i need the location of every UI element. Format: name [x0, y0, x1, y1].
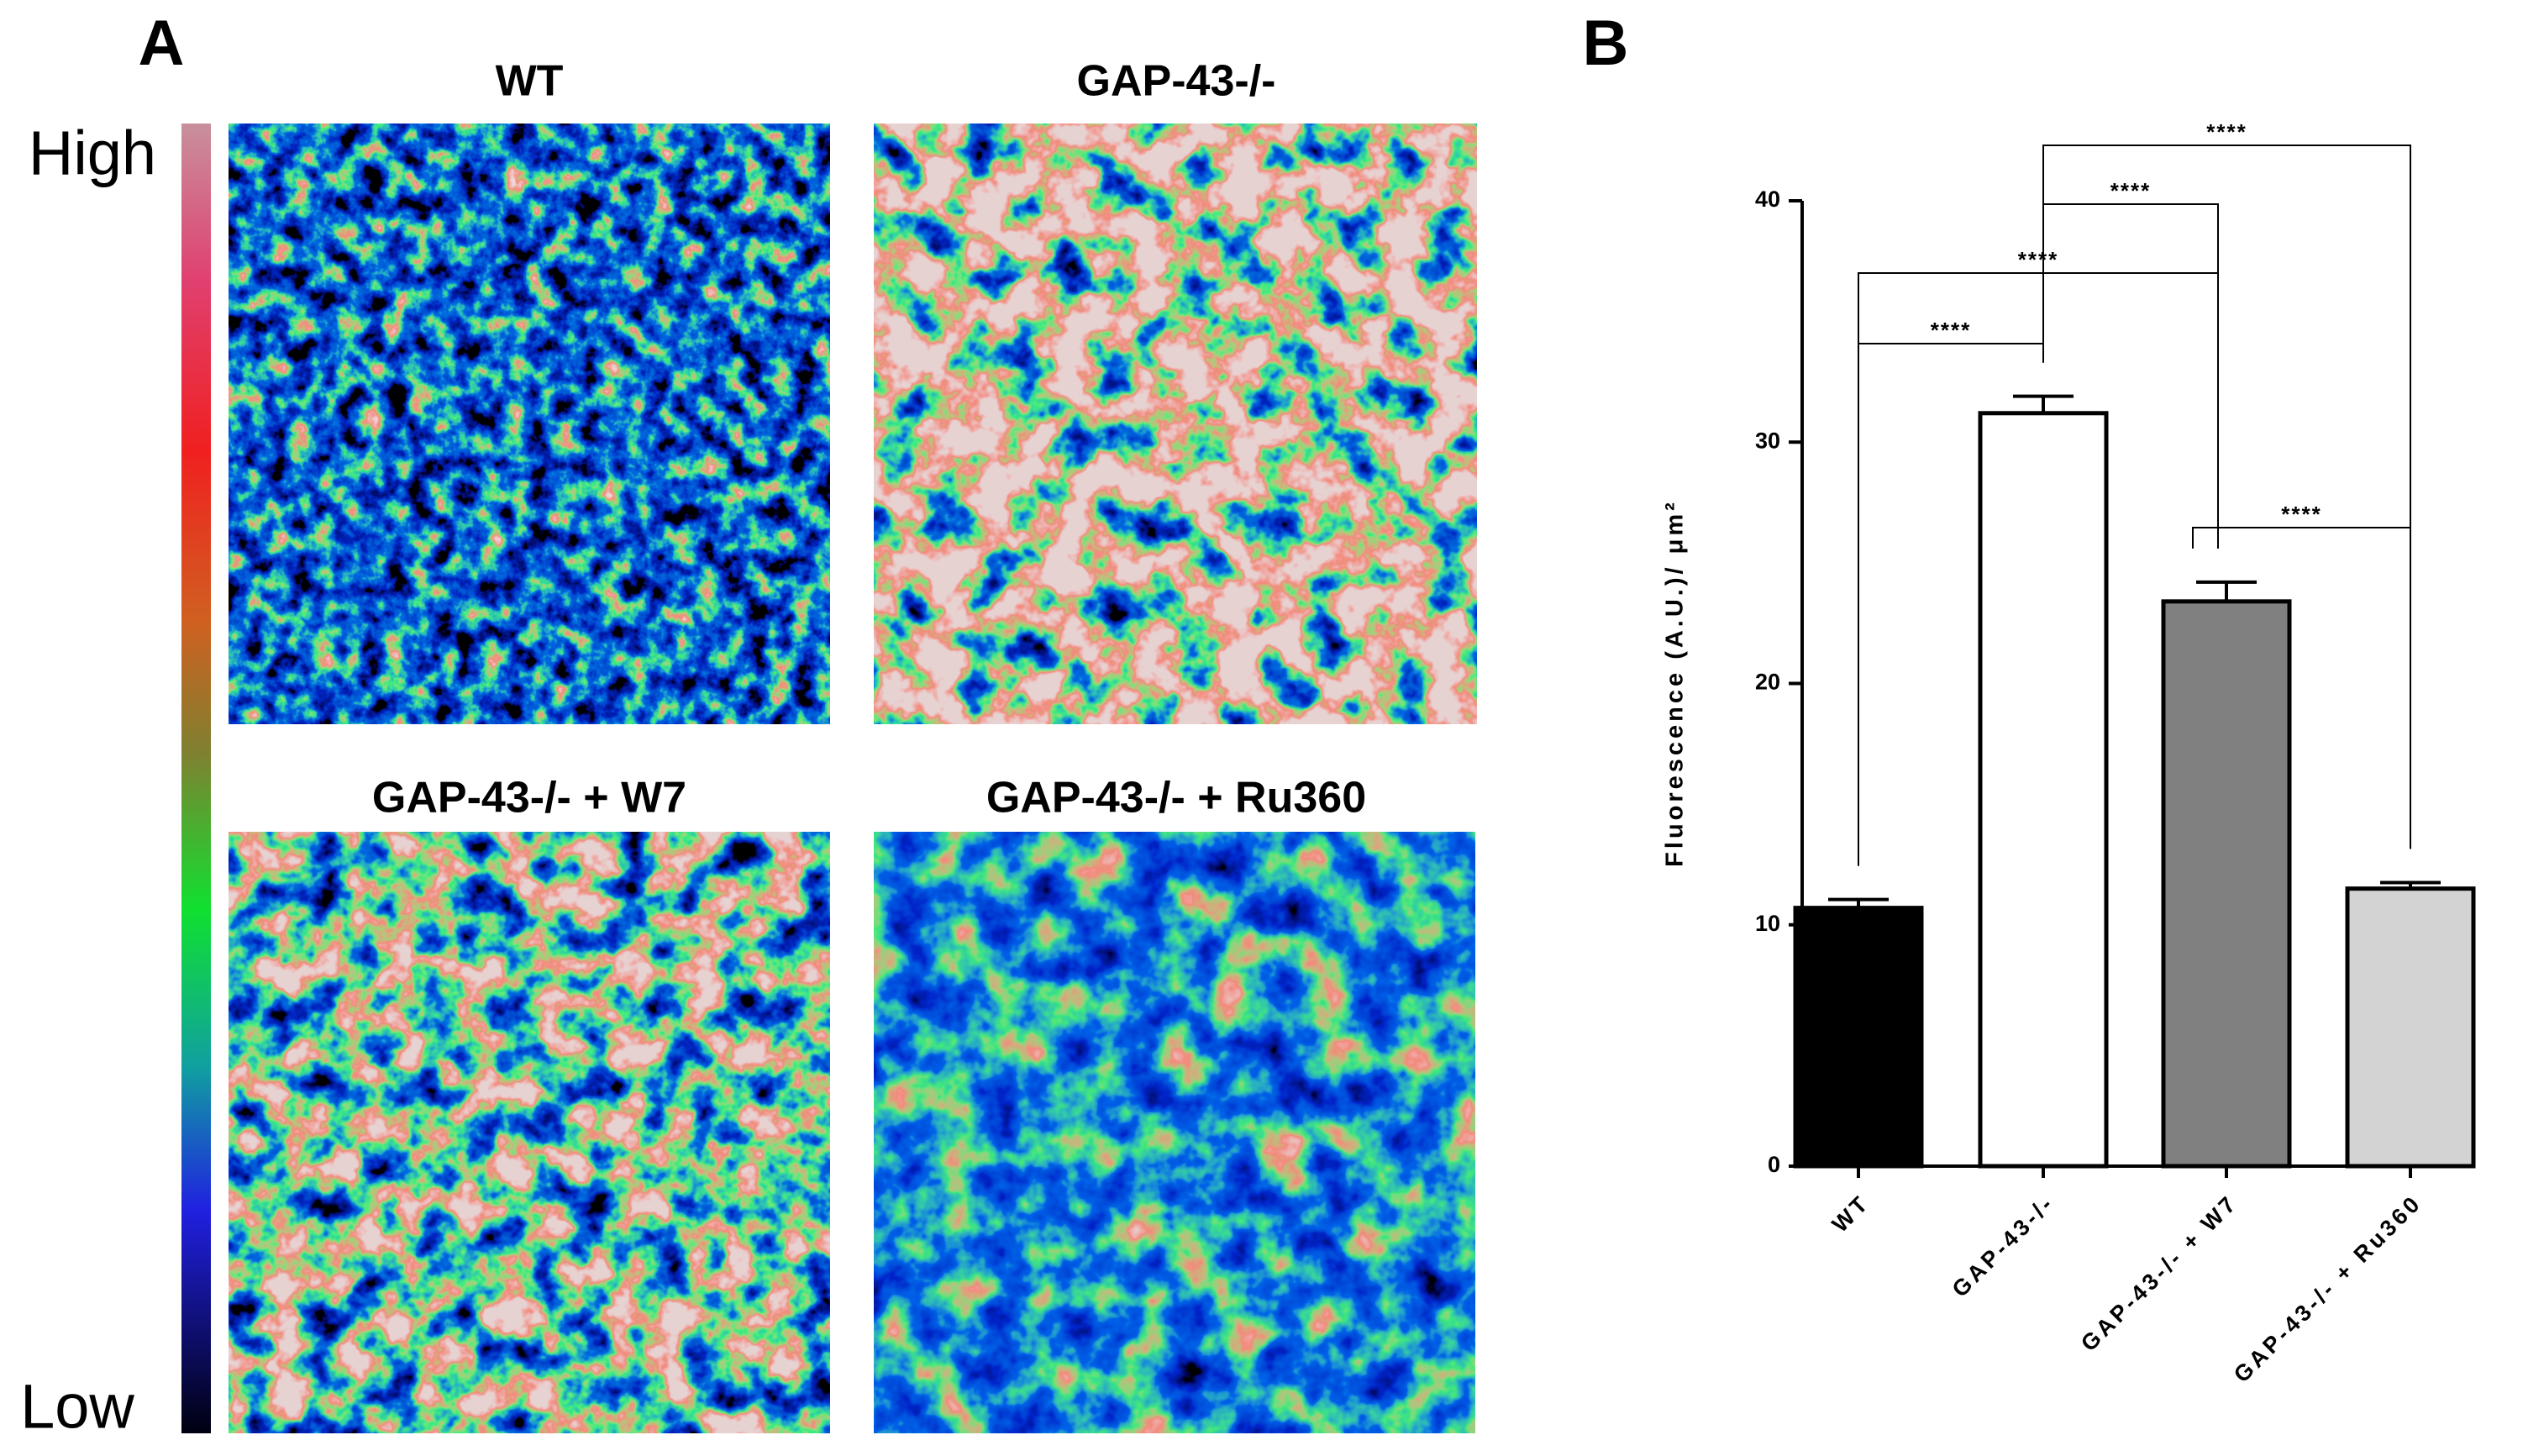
micrograph: [229, 832, 830, 1433]
intensity-scale: [181, 124, 211, 1433]
image-title: GAP-43-/- + Ru360: [986, 774, 1366, 823]
significance-label: ****: [2281, 502, 2321, 527]
x-tick-label: GAP-43-/- + W7: [2076, 1190, 2242, 1356]
scale-low: Low: [20, 1372, 134, 1442]
x-tick-label: GAP-43-/-: [1947, 1190, 2060, 1302]
panel-letter: A: [139, 8, 185, 79]
micrograph: [874, 832, 1475, 1433]
significance-label: ****: [2018, 247, 2058, 272]
bar-chart: 0 10 20 30 40 WT GAP-43-/- GAP-43-/- + W7GAP-43…: [1755, 119, 2476, 1387]
significance-bracket: [2042, 145, 2411, 849]
y-tick-label: 0: [1768, 1152, 1780, 1177]
bar: [2345, 886, 2476, 1169]
image-grid: WT GAP-43-/- GAP-43-/- + W7 GAP-43-/- + …: [229, 57, 1477, 1433]
significance-label: ****: [2206, 119, 2247, 145]
micrograph: [229, 124, 830, 724]
x-tick-label: WT: [1827, 1190, 1875, 1238]
bar: [1793, 906, 1924, 1169]
y-tick-label: 40: [1755, 187, 1780, 212]
y-tick-label: 20: [1755, 670, 1780, 695]
panel-letter: B: [1583, 8, 1629, 79]
micrograph: [874, 124, 1477, 724]
scale-high: High: [29, 118, 156, 188]
image-title: GAP-43-/-: [1077, 57, 1276, 106]
bar: [2161, 599, 2292, 1169]
y-tick-label: 30: [1755, 428, 1780, 453]
significance-label: ****: [2110, 178, 2151, 203]
image-title: GAP-43-/- + W7: [372, 774, 686, 823]
significance-bracket: [2192, 527, 2411, 849]
x-tick-label: GAP-43-/- + Ru360: [2229, 1190, 2426, 1387]
image-title: WT: [496, 57, 564, 106]
bar: [1978, 411, 2109, 1169]
significance-label: ****: [1931, 318, 1971, 343]
y-axis-label: Fluorescence (A.U.)/ μm²: [1662, 499, 1689, 867]
y-tick-label: 10: [1755, 911, 1780, 936]
